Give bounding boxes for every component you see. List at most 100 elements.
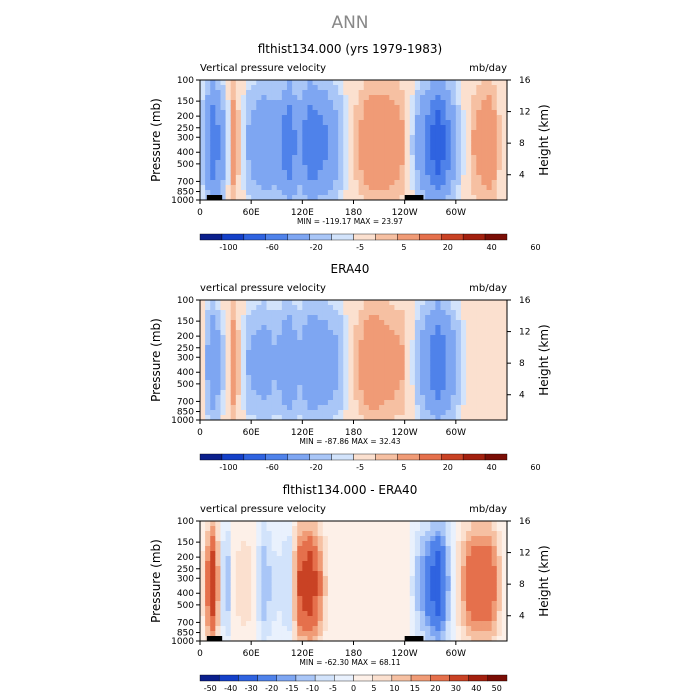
field-cell bbox=[276, 345, 283, 351]
field-cell bbox=[240, 195, 247, 201]
field-cell bbox=[286, 360, 293, 366]
field-cell bbox=[394, 320, 400, 326]
field-cell bbox=[425, 85, 431, 91]
field-cell bbox=[286, 350, 293, 356]
field-cell bbox=[486, 390, 493, 396]
field-cell bbox=[338, 546, 344, 552]
field-cell bbox=[302, 581, 308, 587]
field-cell bbox=[496, 185, 503, 191]
field-cell bbox=[246, 145, 252, 151]
field-cell bbox=[225, 130, 232, 136]
field-cell bbox=[425, 320, 431, 326]
field-cell bbox=[491, 105, 498, 111]
field-cell bbox=[297, 80, 303, 86]
field-cell bbox=[200, 310, 206, 316]
field-cell bbox=[430, 195, 436, 201]
field-cell bbox=[200, 606, 206, 612]
field-cell bbox=[373, 155, 380, 161]
field-cell bbox=[271, 160, 278, 166]
field-cell bbox=[379, 626, 385, 632]
field-cell bbox=[373, 330, 380, 336]
colorbar-label: 20 bbox=[443, 463, 453, 472]
field-cell bbox=[338, 310, 344, 316]
field-cell bbox=[450, 385, 457, 391]
field-cell bbox=[379, 330, 385, 336]
field-cell bbox=[481, 566, 487, 572]
field-cell bbox=[302, 145, 308, 151]
field-cell bbox=[317, 586, 324, 592]
field-cell bbox=[276, 370, 283, 376]
field-cell bbox=[271, 310, 278, 316]
field-cell bbox=[476, 175, 482, 181]
field-cell bbox=[394, 385, 400, 391]
field-cell bbox=[450, 355, 457, 361]
field-cell bbox=[491, 345, 498, 351]
field-cell bbox=[471, 551, 477, 557]
field-cell bbox=[414, 315, 421, 321]
field-cell bbox=[251, 556, 257, 562]
field-cell bbox=[501, 410, 508, 416]
field-cell bbox=[302, 175, 308, 181]
field-cell bbox=[389, 385, 395, 391]
field-cell bbox=[353, 561, 360, 567]
field-cell bbox=[425, 145, 431, 151]
field-cell bbox=[440, 190, 446, 196]
field-cell bbox=[338, 631, 344, 637]
y-axis-title: Pressure (mb) bbox=[149, 539, 163, 623]
field-cell bbox=[450, 95, 457, 101]
field-cell bbox=[491, 170, 498, 176]
field-cell bbox=[246, 390, 252, 396]
field-cell bbox=[276, 300, 283, 306]
field-cell bbox=[235, 130, 242, 136]
field-cell bbox=[420, 385, 426, 391]
field-cell bbox=[276, 155, 283, 161]
field-cell bbox=[368, 536, 375, 542]
field-cell bbox=[486, 195, 493, 201]
field-cell bbox=[312, 340, 319, 346]
field-cell bbox=[205, 410, 211, 416]
field-cell bbox=[322, 95, 329, 101]
field-cell bbox=[394, 150, 400, 156]
field-cell bbox=[225, 165, 232, 171]
field-cell bbox=[455, 360, 462, 366]
field-cell bbox=[338, 375, 344, 381]
field-cell bbox=[384, 335, 390, 341]
field-cell bbox=[358, 310, 365, 316]
field-cell bbox=[327, 626, 334, 632]
field-cell bbox=[476, 410, 482, 416]
field-cell bbox=[235, 616, 242, 622]
field-cell bbox=[297, 541, 303, 547]
field-cell bbox=[486, 370, 493, 376]
field-cell bbox=[420, 305, 426, 311]
field-cell bbox=[358, 355, 365, 361]
field-cell bbox=[394, 546, 400, 552]
field-cell bbox=[307, 556, 313, 562]
field-cell bbox=[256, 185, 262, 191]
field-cell bbox=[440, 165, 446, 171]
field-cell bbox=[394, 556, 400, 562]
field-cell bbox=[322, 561, 329, 567]
field-cell bbox=[348, 536, 354, 542]
field-cell bbox=[251, 410, 257, 416]
field-cell bbox=[425, 586, 431, 592]
field-cell bbox=[481, 380, 487, 386]
field-cell bbox=[430, 521, 436, 527]
field-cell bbox=[302, 335, 308, 341]
field-cell bbox=[220, 385, 226, 391]
field-cell bbox=[501, 195, 508, 201]
field-cell bbox=[235, 601, 242, 607]
field-cell bbox=[353, 385, 360, 391]
field-cell bbox=[215, 360, 221, 366]
field-cell bbox=[276, 631, 283, 637]
field-cell bbox=[445, 140, 452, 146]
field-cell bbox=[394, 325, 400, 331]
field-cell bbox=[404, 145, 411, 151]
field-cell bbox=[205, 601, 211, 607]
field-cell bbox=[501, 601, 508, 607]
field-cell bbox=[440, 526, 446, 532]
field-cell bbox=[373, 335, 380, 341]
field-cell bbox=[450, 541, 457, 547]
field-cell bbox=[501, 395, 508, 401]
field-cell bbox=[256, 370, 262, 376]
field-cell bbox=[302, 315, 308, 321]
